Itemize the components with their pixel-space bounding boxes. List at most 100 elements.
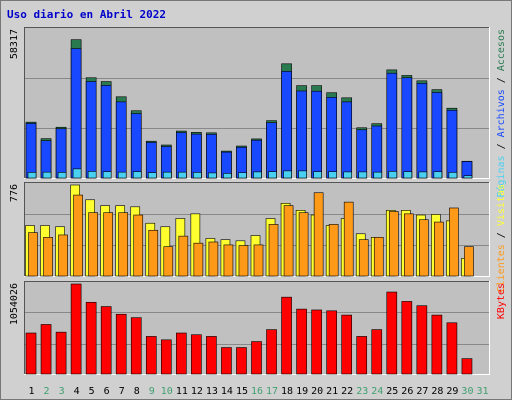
x-tick-label-day-28: 28 bbox=[431, 386, 443, 397]
bar-clientes-day-30 bbox=[464, 246, 474, 277]
bar-archivos-day-18 bbox=[281, 71, 292, 179]
bar-kbytes-day-25 bbox=[386, 291, 398, 375]
bar-kbytes-day-15 bbox=[236, 347, 247, 375]
x-tick-label-day-31: 31 bbox=[476, 386, 488, 397]
bar-clientes-day-12 bbox=[193, 242, 204, 277]
bar-paginas-day-13 bbox=[208, 172, 217, 179]
bar-kbytes-day-5 bbox=[85, 301, 97, 375]
bar-kbytes-day-11 bbox=[176, 332, 187, 375]
bar-kbytes-day-20 bbox=[311, 309, 322, 375]
x-tick-label-day-9: 9 bbox=[149, 386, 155, 397]
bar-clientes-day-13 bbox=[208, 241, 219, 277]
bar-paginas-day-8 bbox=[132, 171, 142, 179]
bar-kbytes-day-2 bbox=[40, 324, 52, 375]
bar-clientes-day-23 bbox=[358, 239, 369, 277]
ymax-label-clientes: 776 bbox=[9, 184, 20, 202]
bar-paginas-day-5 bbox=[87, 171, 97, 179]
x-tick-label-day-12: 12 bbox=[191, 386, 203, 397]
bar-archivos-day-4 bbox=[70, 48, 82, 179]
series-axis-label-part-0-0: Páginas bbox=[495, 155, 507, 197]
x-tick-label-day-21: 21 bbox=[326, 386, 338, 397]
bar-clientes-day-27 bbox=[419, 219, 429, 277]
bar-archivos-day-24 bbox=[371, 125, 383, 179]
series-axis-label-part-0-3: / bbox=[496, 71, 507, 89]
bar-paginas-day-30 bbox=[463, 175, 473, 179]
bar-clientes-day-5 bbox=[88, 212, 98, 277]
bar-paginas-day-26 bbox=[403, 171, 413, 179]
bar-kbytes-day-27 bbox=[416, 305, 428, 375]
x-tick-label-day-15: 15 bbox=[236, 386, 248, 397]
x-tick-label-day-5: 5 bbox=[89, 386, 95, 397]
bar-clientes-day-29 bbox=[449, 207, 459, 277]
x-tick-label-day-10: 10 bbox=[161, 386, 173, 397]
bar-paginas-day-27 bbox=[418, 171, 428, 179]
bar-archivos-day-7 bbox=[115, 101, 127, 179]
x-tick-label-day-7: 7 bbox=[119, 386, 125, 397]
bar-clientes-day-15 bbox=[238, 245, 249, 277]
bar-kbytes-day-23 bbox=[356, 336, 368, 375]
bar-clientes-day-3 bbox=[58, 234, 68, 277]
bar-paginas-day-4 bbox=[72, 168, 82, 179]
bar-paginas-day-16 bbox=[253, 171, 262, 179]
x-tick-label-day-2: 2 bbox=[44, 386, 50, 397]
bar-clientes-day-11 bbox=[178, 235, 189, 277]
bar-clientes-day-24 bbox=[373, 237, 384, 277]
bar-clientes-day-25 bbox=[388, 211, 399, 277]
bar-paginas-day-9 bbox=[147, 172, 157, 179]
bar-paginas-day-3 bbox=[57, 172, 67, 179]
bar-kbytes-day-16 bbox=[251, 341, 262, 375]
x-tick-label-day-18: 18 bbox=[281, 386, 293, 397]
bar-clientes-day-7 bbox=[118, 212, 129, 277]
bar-paginas-day-10 bbox=[162, 171, 172, 179]
bar-paginas-day-23 bbox=[358, 171, 368, 179]
x-tick-label-day-22: 22 bbox=[341, 386, 353, 397]
bar-archivos-day-21 bbox=[326, 96, 337, 179]
bar-kbytes-day-18 bbox=[281, 296, 292, 375]
bar-clientes-day-19 bbox=[298, 212, 309, 277]
bar-archivos-day-8 bbox=[130, 113, 142, 179]
bar-kbytes-day-17 bbox=[266, 329, 277, 375]
series-axis-label-part-1-2: Visitas bbox=[496, 184, 507, 226]
bar-clientes-day-16 bbox=[253, 244, 264, 277]
bar-clientes-day-1 bbox=[28, 232, 38, 277]
bar-archivos-day-1 bbox=[25, 123, 37, 179]
ymax-label-kbytes: 1054026 bbox=[9, 283, 20, 325]
x-tick-label-day-1: 1 bbox=[29, 386, 35, 397]
bar-kbytes-day-3 bbox=[55, 331, 67, 375]
bar-clientes-day-20 bbox=[313, 192, 324, 277]
bar-clientes-day-9 bbox=[148, 229, 159, 277]
series-axis-label-part-0-2: Archivos bbox=[496, 89, 507, 137]
bar-kbytes-day-4 bbox=[70, 283, 82, 375]
bar-archivos-day-20 bbox=[311, 90, 322, 179]
series-axis-label-part-0-4: Accesos bbox=[496, 29, 507, 71]
bar-kbytes-day-30 bbox=[461, 358, 473, 375]
bar-kbytes-day-29 bbox=[446, 322, 458, 375]
bar-paginas-day-28 bbox=[433, 171, 443, 179]
bar-kbytes-day-22 bbox=[341, 314, 353, 375]
bar-archivos-day-23 bbox=[356, 129, 368, 179]
x-tick-label-day-29: 29 bbox=[446, 386, 458, 397]
bar-clientes-day-26 bbox=[404, 213, 414, 277]
series-axis-label-part-1-0: Clientes bbox=[496, 244, 507, 292]
x-tick-label-day-13: 13 bbox=[206, 386, 218, 397]
bar-paginas-day-29 bbox=[448, 172, 458, 179]
x-tick-label-day-6: 6 bbox=[104, 386, 110, 397]
bar-paginas-day-12 bbox=[193, 172, 202, 179]
bar-paginas-day-19 bbox=[298, 170, 307, 179]
bar-clientes-day-28 bbox=[434, 221, 444, 277]
bar-kbytes-day-24 bbox=[371, 329, 383, 375]
x-tick-label-day-14: 14 bbox=[221, 386, 233, 397]
series-axis-label-part-0-1: / bbox=[496, 137, 507, 155]
bar-archivos-day-17 bbox=[266, 122, 277, 179]
series-axis-label-2: KBytes bbox=[496, 283, 507, 319]
bar-clientes-day-8 bbox=[133, 214, 144, 277]
x-tick-label-day-11: 11 bbox=[176, 386, 188, 397]
bar-archivos-day-12 bbox=[191, 133, 202, 179]
bar-kbytes-day-14 bbox=[221, 347, 232, 375]
bar-clientes-day-10 bbox=[163, 246, 174, 277]
x-tick-label-day-17: 17 bbox=[266, 386, 278, 397]
bar-archivos-day-11 bbox=[176, 132, 187, 179]
bar-clientes-day-18 bbox=[283, 205, 294, 277]
